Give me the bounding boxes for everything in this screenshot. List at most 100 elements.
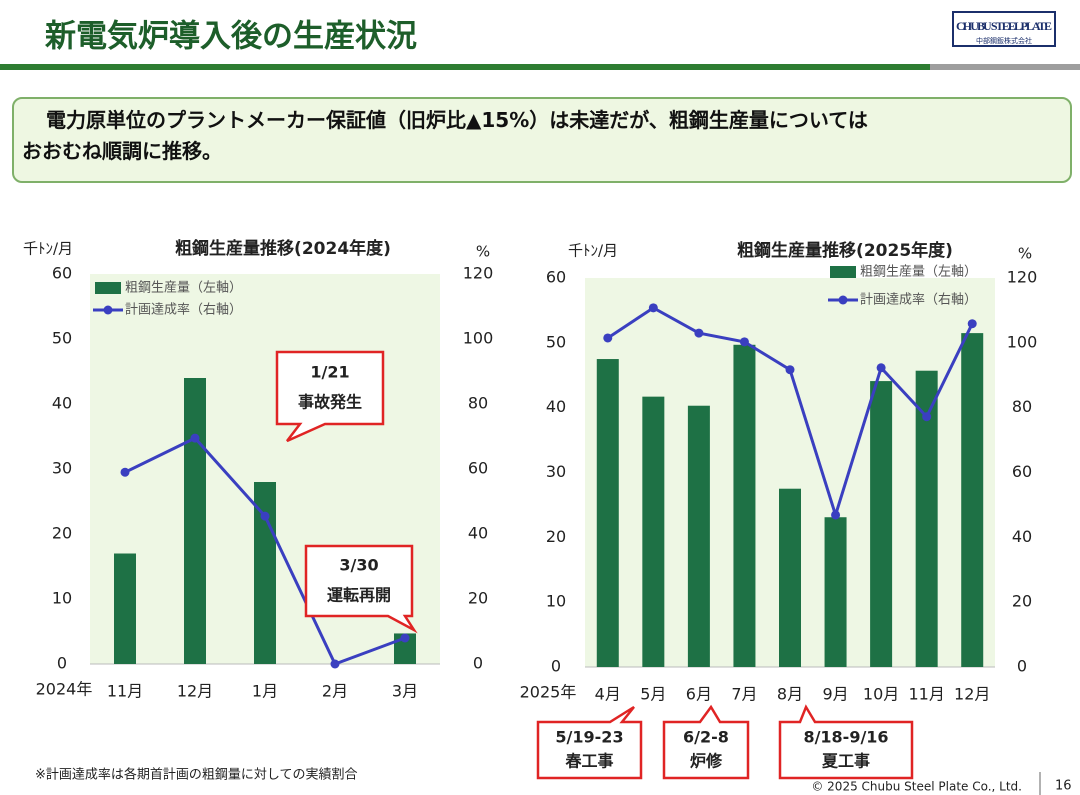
- y2-tick-label: 20: [1012, 592, 1032, 611]
- legend-label: 計画達成率（右軸）: [860, 292, 977, 308]
- y2-tick-label: 20: [468, 589, 488, 608]
- y2-tick-label: 40: [1012, 527, 1032, 546]
- x-tick-label: 1月: [252, 682, 278, 701]
- x-tick-label: 4月: [595, 685, 621, 704]
- callout-text: 1/21: [310, 363, 349, 382]
- message-line: おおむね順調に推移。: [22, 139, 222, 163]
- x-tick-label: 9月: [822, 685, 848, 704]
- message-line: 電力原単位のプラントメーカー保証値（旧炉比▲15%）は未達だが、粗鋼生産量につい…: [46, 108, 868, 132]
- bar: [596, 359, 619, 667]
- line-point: [190, 433, 200, 443]
- bar: [915, 370, 938, 667]
- callout-text: 3/30: [339, 556, 378, 575]
- header-rule-gray: [930, 64, 1080, 70]
- bar: [961, 333, 984, 667]
- bar: [687, 405, 710, 667]
- y-tick-label: 20: [52, 524, 72, 543]
- x-tick-label: 12月: [177, 682, 213, 701]
- y-tick-label: 20: [546, 527, 566, 546]
- logo-sub: 中部鋼鈑株式会社: [976, 36, 1032, 45]
- x-tick-label: 5月: [640, 685, 666, 704]
- y-unit: 千ﾄﾝ/月: [23, 240, 73, 258]
- line-point: [330, 659, 340, 669]
- callout-box: [536, 705, 643, 780]
- y-tick-label: 50: [546, 332, 566, 351]
- line-point: [876, 363, 886, 373]
- y2-tick-label: 60: [468, 459, 488, 478]
- logo: CHUBU STEEL PLATE: [956, 19, 1052, 33]
- copyright: © 2025 Chubu Steel Plate Co., Ltd.: [811, 780, 1022, 794]
- x-tick-label: 3月: [392, 682, 418, 701]
- bar: [642, 396, 665, 667]
- line-point: [967, 319, 977, 329]
- legend-swatch: [103, 305, 113, 315]
- line-point: [400, 633, 410, 643]
- chart-title: 粗鋼生産量推移(2024年度): [175, 238, 391, 259]
- x-tick-label: 11月: [908, 685, 944, 704]
- message-box: 電力原単位のプラントメーカー保証値（旧炉比▲15%）は未達だが、粗鋼生産量につい…: [12, 97, 1072, 183]
- header-rule: [0, 64, 930, 70]
- legend-swatch: [95, 282, 121, 294]
- chart-title: 粗鋼生産量推移(2025年度): [737, 240, 953, 261]
- callout-text: 炉修: [689, 752, 723, 771]
- y2-tick-label: 80: [1012, 397, 1032, 416]
- bar: [870, 381, 893, 667]
- y-tick-label: 10: [546, 592, 566, 611]
- y2-tick-label: 0: [1017, 657, 1027, 676]
- legend-label: 計画達成率（右軸）: [125, 302, 242, 318]
- y2-tick-label: 0: [473, 654, 483, 673]
- legend-label: 粗鋼生産量（左軸）: [125, 281, 242, 296]
- bar: [114, 553, 136, 664]
- x-tick-label: 7月: [731, 685, 757, 704]
- x-tick-label: 10月: [863, 685, 899, 704]
- callout-box: [304, 544, 418, 634]
- bar: [733, 344, 756, 667]
- y2-tick-label: 40: [468, 524, 488, 543]
- y2-unit: %: [476, 243, 490, 261]
- y-tick-label: 60: [52, 264, 72, 283]
- callout-text: 5/19-23: [555, 728, 623, 747]
- y2-tick-label: 60: [1012, 462, 1032, 481]
- y2-tick-label: 100: [463, 329, 494, 348]
- bar: [824, 517, 847, 667]
- callout-text: 事故発生: [298, 393, 362, 412]
- y-tick-label: 30: [546, 462, 566, 481]
- x-tick-label: 6月: [686, 685, 712, 704]
- year-label: 2024年: [36, 680, 93, 699]
- y-tick-label: 0: [57, 654, 67, 673]
- callout-text: 春工事: [564, 752, 613, 771]
- bar: [779, 488, 801, 667]
- line-point: [603, 333, 613, 343]
- callout-box: [778, 704, 914, 780]
- y-tick-label: 30: [52, 459, 72, 478]
- line-point: [831, 510, 841, 520]
- callout-text: 夏工事: [821, 752, 870, 771]
- callout-text: 8/18-9/16: [803, 728, 888, 747]
- line-point: [694, 328, 704, 338]
- x-tick-label: 2月: [322, 682, 348, 701]
- x-tick-label: 8月: [777, 685, 803, 704]
- line-point: [739, 337, 749, 347]
- year-label: 2025年: [520, 683, 577, 702]
- y-tick-label: 40: [52, 394, 72, 413]
- y-tick-label: 60: [546, 268, 566, 287]
- y-tick-label: 0: [551, 657, 561, 676]
- y2-tick-label: 100: [1007, 332, 1038, 351]
- line-point: [922, 412, 932, 422]
- legend-swatch: [838, 295, 848, 305]
- y-tick-label: 50: [52, 329, 72, 348]
- y-tick-label: 40: [546, 397, 566, 416]
- legend-swatch: [830, 266, 856, 278]
- y2-tick-label: 80: [468, 394, 488, 413]
- y-tick-label: 10: [52, 589, 72, 608]
- y2-tick-label: 120: [1007, 268, 1038, 287]
- page-number: 16: [1055, 779, 1072, 794]
- x-tick-label: 12月: [954, 685, 990, 704]
- y2-unit: %: [1018, 245, 1032, 263]
- callout-text: 6/2-8: [683, 728, 729, 747]
- callout-box: [662, 704, 750, 780]
- callout-box: [275, 350, 385, 443]
- x-tick-label: 11月: [107, 682, 143, 701]
